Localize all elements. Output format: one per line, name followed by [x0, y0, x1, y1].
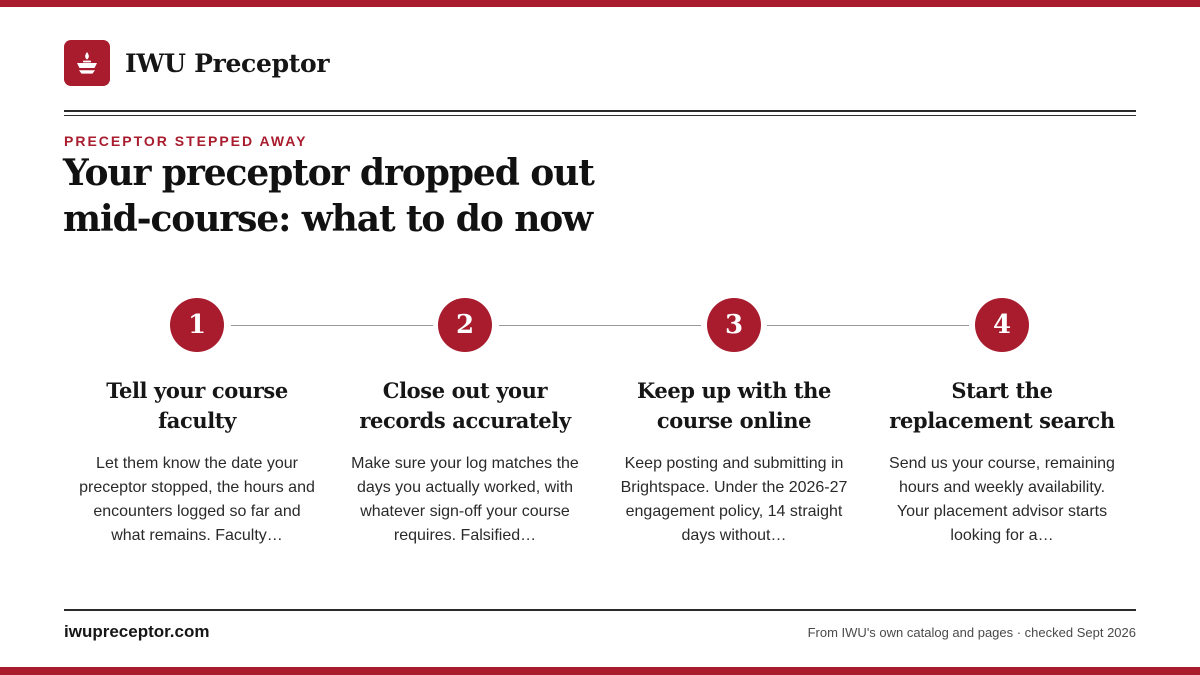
- oil-lamp-icon: [64, 40, 110, 86]
- step-connector-3: [767, 325, 969, 326]
- step-title-line-1: Tell your course: [106, 378, 288, 403]
- step-title-line-2: course online: [656, 408, 812, 433]
- step-number-badge: 1: [170, 298, 224, 352]
- step-title-line-1: Close out your: [382, 378, 548, 403]
- step-connector-2: [499, 325, 701, 326]
- footer-divider: [64, 609, 1136, 611]
- step-description: Let them know the date your preceptor st…: [79, 455, 315, 544]
- step-title-line-2: faculty: [158, 408, 236, 433]
- page-title-line-2: mid-course: what to do now: [63, 198, 593, 240]
- step-2: 2 Close out your records accurately Make…: [340, 298, 590, 548]
- page-title: Your preceptor dropped out mid-course: w…: [63, 150, 763, 242]
- step-4: 4 Start the replacement search Send us y…: [877, 298, 1127, 548]
- header-divider-thin: [64, 115, 1136, 116]
- step-title: Keep up with the course online: [609, 376, 859, 436]
- footer-site-url: iwupreceptor.com: [64, 622, 210, 641]
- header-divider: [64, 110, 1136, 112]
- top-accent-bar: [0, 0, 1200, 7]
- step-title-line-2: records accurately: [359, 408, 571, 433]
- step-title-line-2: replacement search: [889, 408, 1115, 433]
- eyebrow-label: PRECEPTOR STEPPED AWAY: [64, 133, 308, 149]
- step-number-badge: 2: [438, 298, 492, 352]
- step-connector-1: [231, 325, 433, 326]
- step-3: 3 Keep up with the course online Keep po…: [609, 298, 859, 548]
- page-title-line-1: Your preceptor dropped out: [63, 152, 595, 194]
- site-header: IWU Preceptor: [64, 40, 330, 86]
- step-number-badge: 3: [707, 298, 761, 352]
- step-number-badge: 4: [975, 298, 1029, 352]
- step-title-line-1: Keep up with the: [636, 378, 832, 403]
- step-description: Send us your course, remaining hours and…: [889, 455, 1115, 544]
- step-description: Make sure your log matches the days you …: [351, 455, 579, 544]
- footer-source-note: From IWU's own catalog and pages · check…: [807, 625, 1136, 640]
- step-1: 1 Tell your course faculty Let them know…: [72, 298, 322, 548]
- bottom-accent-bar: [0, 667, 1200, 675]
- brand-name: IWU Preceptor: [125, 48, 330, 78]
- step-title: Close out your records accurately: [340, 376, 590, 436]
- step-title-line-1: Start the: [951, 378, 1053, 403]
- step-title: Tell your course faculty: [72, 376, 322, 436]
- step-title: Start the replacement search: [877, 376, 1127, 436]
- step-description: Keep posting and submitting in Brightspa…: [620, 455, 848, 544]
